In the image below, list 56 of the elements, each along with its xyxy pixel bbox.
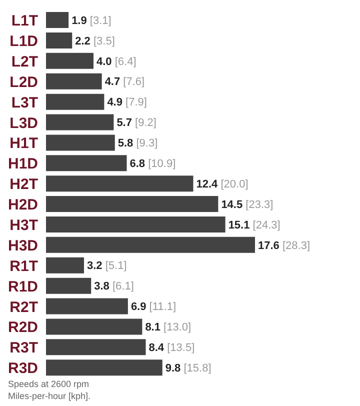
bar [46,155,127,172]
data-label: 14.5 [23.3] [221,198,274,211]
bar [46,339,146,356]
y-tick-label: H1D [8,156,38,173]
y-tick-label: L1T [11,12,38,30]
text: Speeds at 2600 rpm [8,378,90,390]
bar [46,32,72,48]
data-label: 8.4 [13.5] [148,342,195,354]
bar [46,52,94,69]
y-tick-label: R1D [8,278,38,296]
bar [46,176,194,192]
data-label: 3.2 [5.1] [87,260,127,272]
y-tick-label: R2T [10,298,38,316]
y-tick-label: L2D [10,74,38,91]
data-label: 17.6 [28.3] [258,240,310,252]
y-tick-label: H3D [8,237,38,254]
y-tick-label: H2D [8,196,38,214]
bar [46,360,162,376]
bar [46,94,104,110]
data-label: 4.7 [7.6] [104,76,145,88]
data-label: 5.7 [9.2] [116,117,156,130]
bar [46,134,115,151]
data-label: 4.9 [7.9] [107,96,147,109]
y-tick-label: R3D [8,360,38,378]
text: Miles-per-hour [kph]. [8,390,92,402]
y-tick-label: R1T [10,258,38,275]
bar [46,318,142,335]
y-tick-label: R3T [10,340,38,357]
bar [46,73,102,90]
bar [46,236,255,253]
data-label: 6.9 [11.1] [130,301,176,314]
y-tick-label: L1D [10,32,38,50]
data-label: 1.9 [3.1] [72,14,112,27]
data-label: 12.4 [20.0] [196,178,248,190]
data-label: 6.8 [10.9] [130,158,176,170]
bar [46,114,114,130]
data-label: 2.2 [3.5] [75,35,115,48]
y-tick-label: H1T [10,135,38,152]
y-tick-label: L3T [11,94,38,112]
y-tick-label: L2T [11,53,38,70]
data-label: 15.1 [24.3] [228,219,280,232]
bar [46,216,226,232]
y-tick-label: L3D [10,114,38,132]
data-label: 5.8 [9.3] [118,138,158,150]
bar [46,12,69,28]
bar [46,278,92,294]
bar [46,298,128,314]
data-label: 9.8 [15.8] [165,362,212,374]
y-tick-label: H2T [10,176,38,194]
bar [46,257,84,274]
data-label: 8.1 [13.0] [145,322,192,334]
y-tick-label: H3T [10,216,38,234]
y-tick-label: R2D [8,319,38,336]
data-label: 4.0 [6.4] [96,56,136,68]
bar [46,196,218,212]
data-label: 3.8 [6.1] [94,280,134,293]
